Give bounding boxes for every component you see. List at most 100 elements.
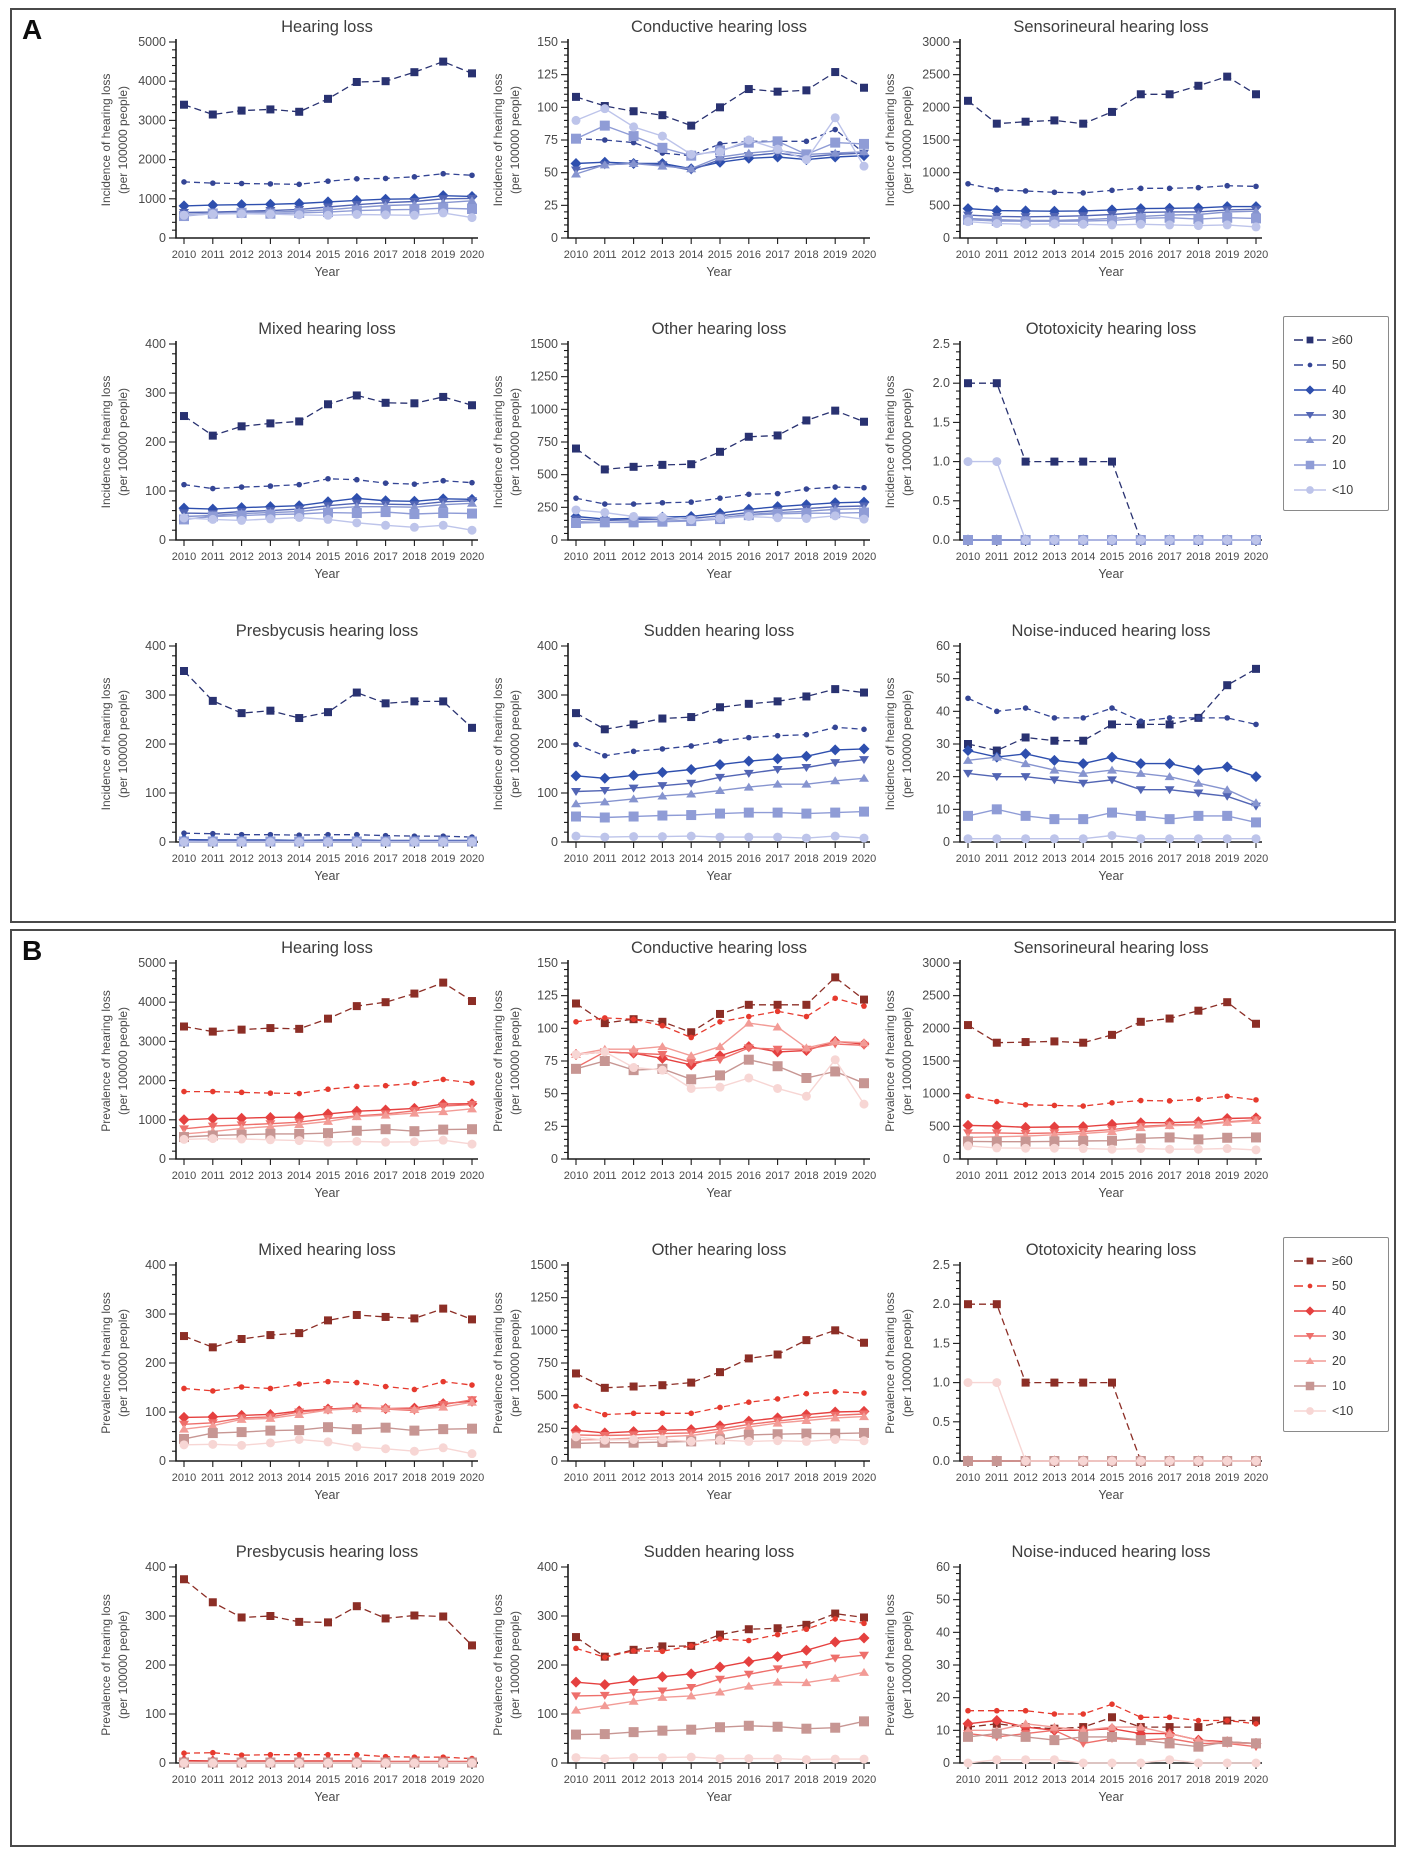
legend-label: 40 [1332,382,1346,397]
svg-text:(per 100000 people): (per 100000 people) [900,1611,914,1719]
svg-text:2010: 2010 [564,249,588,261]
svg-text:Year: Year [706,869,731,883]
svg-text:Year: Year [314,1488,339,1502]
legend-marker-icon [1294,1332,1326,1340]
svg-text:1000: 1000 [922,1087,950,1101]
svg-text:5000: 5000 [138,35,166,49]
svg-text:2016: 2016 [345,551,369,563]
svg-text:(per 100000 people): (per 100000 people) [116,1611,130,1719]
svg-text:Mixed hearing loss: Mixed hearing loss [258,320,396,338]
svg-text:2011: 2011 [593,1774,617,1786]
svg-text:500: 500 [929,198,950,212]
svg-text:2019: 2019 [1215,551,1239,563]
svg-text:2017: 2017 [373,1170,397,1182]
svg-text:2017: 2017 [765,1472,789,1484]
svg-text:0: 0 [943,1152,950,1166]
chart-hearing-loss-a: 0 1000 2000 3000 4000 5000 2010 2011 2012 2013 201… [92,16,484,318]
svg-text:2.5: 2.5 [933,1258,950,1272]
svg-text:400: 400 [145,1560,166,1574]
svg-text:200: 200 [537,737,558,751]
svg-text:2500: 2500 [922,989,950,1003]
svg-text:0: 0 [551,1756,558,1770]
svg-text:1000: 1000 [530,402,558,416]
svg-text:2011: 2011 [201,1472,225,1484]
chart-noise-induced-hearing-loss-a: 0 10 20 30 40 50 60 2010 2011 2012 2013 2014 2015 201… [876,620,1268,922]
svg-text:Presbycusis hearing loss: Presbycusis hearing loss [236,622,419,640]
svg-text:300: 300 [145,386,166,400]
svg-text:1.0: 1.0 [933,1376,950,1390]
legend-entry-40: 40 [1292,1298,1384,1323]
svg-text:2019: 2019 [431,1472,455,1484]
svg-text:Ototoxicity hearing loss: Ototoxicity hearing loss [1026,1241,1197,1259]
svg-text:Hearing loss: Hearing loss [281,18,373,36]
svg-text:0: 0 [551,231,558,245]
svg-text:Mixed hearing loss: Mixed hearing loss [258,1241,396,1259]
svg-text:2020: 2020 [1244,249,1268,261]
legend-label: 20 [1332,432,1346,447]
svg-text:400: 400 [145,639,166,653]
chart-conductive-hearing-loss-a: 0 25 50 75 100 125 150 2010 2011 2012 2013 2014 2015… [484,16,876,318]
svg-text:100: 100 [145,484,166,498]
legend-marker-icon [1294,1305,1326,1316]
svg-text:0: 0 [159,1152,166,1166]
legend-entry-10: <10 [1292,1398,1384,1423]
svg-text:2016: 2016 [345,249,369,261]
legend-marker-icon [1294,485,1326,494]
svg-text:2017: 2017 [1157,1774,1181,1786]
svg-text:2019: 2019 [431,1774,455,1786]
svg-text:Incidence of hearing loss: Incidence of hearing loss [99,74,113,207]
panel-b: B 0 1000 2000 3000 4000 5000 2010 2011 2012 2013 2… [10,929,1396,1847]
svg-text:2011: 2011 [201,1170,225,1182]
svg-text:1.5: 1.5 [933,415,950,429]
svg-text:2016: 2016 [1129,249,1153,261]
svg-text:25: 25 [544,1119,558,1133]
svg-text:2016: 2016 [737,249,761,261]
svg-text:0: 0 [551,533,558,547]
svg-text:2014: 2014 [287,1774,311,1786]
svg-text:2014: 2014 [1071,1774,1095,1786]
svg-text:2020: 2020 [460,249,484,261]
svg-text:2012: 2012 [621,1774,645,1786]
svg-text:0: 0 [551,1454,558,1468]
svg-text:3000: 3000 [922,956,950,970]
legend-label: 30 [1332,407,1346,422]
svg-text:1500: 1500 [530,337,558,351]
svg-text:2011: 2011 [985,1170,1009,1182]
svg-text:2016: 2016 [345,1774,369,1786]
svg-text:2015: 2015 [1100,1774,1124,1786]
svg-text:Year: Year [1098,1488,1123,1502]
svg-text:2012: 2012 [229,853,253,865]
svg-text:2017: 2017 [373,249,397,261]
svg-text:125: 125 [537,989,558,1003]
svg-text:2011: 2011 [985,853,1009,865]
chart-mixed-hearing-loss-a: 0 100 200 300 400 2010 2011 2012 2013 2014 2015 201… [92,318,484,620]
chart-hearing-loss-b: 0 1000 2000 3000 4000 5000 2010 2011 2012 2013 201… [92,937,484,1239]
svg-text:0: 0 [551,835,558,849]
svg-text:2011: 2011 [201,1774,225,1786]
svg-text:(per 100000 people): (per 100000 people) [116,1309,130,1417]
svg-text:2020: 2020 [852,551,876,563]
svg-text:2014: 2014 [287,249,311,261]
svg-text:Prevalence of hearing loss: Prevalence of hearing loss [883,1594,897,1735]
svg-text:Prevalence of hearing loss: Prevalence of hearing loss [491,1292,505,1433]
svg-text:Incidence of hearing loss: Incidence of hearing loss [883,678,897,811]
svg-text:2013: 2013 [650,853,674,865]
svg-text:2020: 2020 [460,551,484,563]
svg-text:2015: 2015 [1100,1170,1124,1182]
svg-text:2019: 2019 [823,1774,847,1786]
svg-text:2020: 2020 [460,1170,484,1182]
legend-marker-icon [1294,362,1326,367]
panel-a-label: A [22,14,43,45]
svg-text:(per 100000 people): (per 100000 people) [508,86,522,194]
svg-text:2014: 2014 [287,853,311,865]
svg-text:400: 400 [537,1560,558,1574]
legend-label: <10 [1332,482,1354,497]
svg-text:2019: 2019 [431,551,455,563]
svg-text:40: 40 [936,1625,950,1639]
svg-text:300: 300 [145,1307,166,1321]
svg-text:50: 50 [936,1593,950,1607]
svg-text:0: 0 [159,1756,166,1770]
chart-noise-induced-hearing-loss-b: 0 10 20 30 40 50 60 2010 2011 2012 2013 2014 2015 201… [876,1541,1268,1843]
svg-text:2016: 2016 [1129,551,1153,563]
svg-text:2020: 2020 [852,853,876,865]
